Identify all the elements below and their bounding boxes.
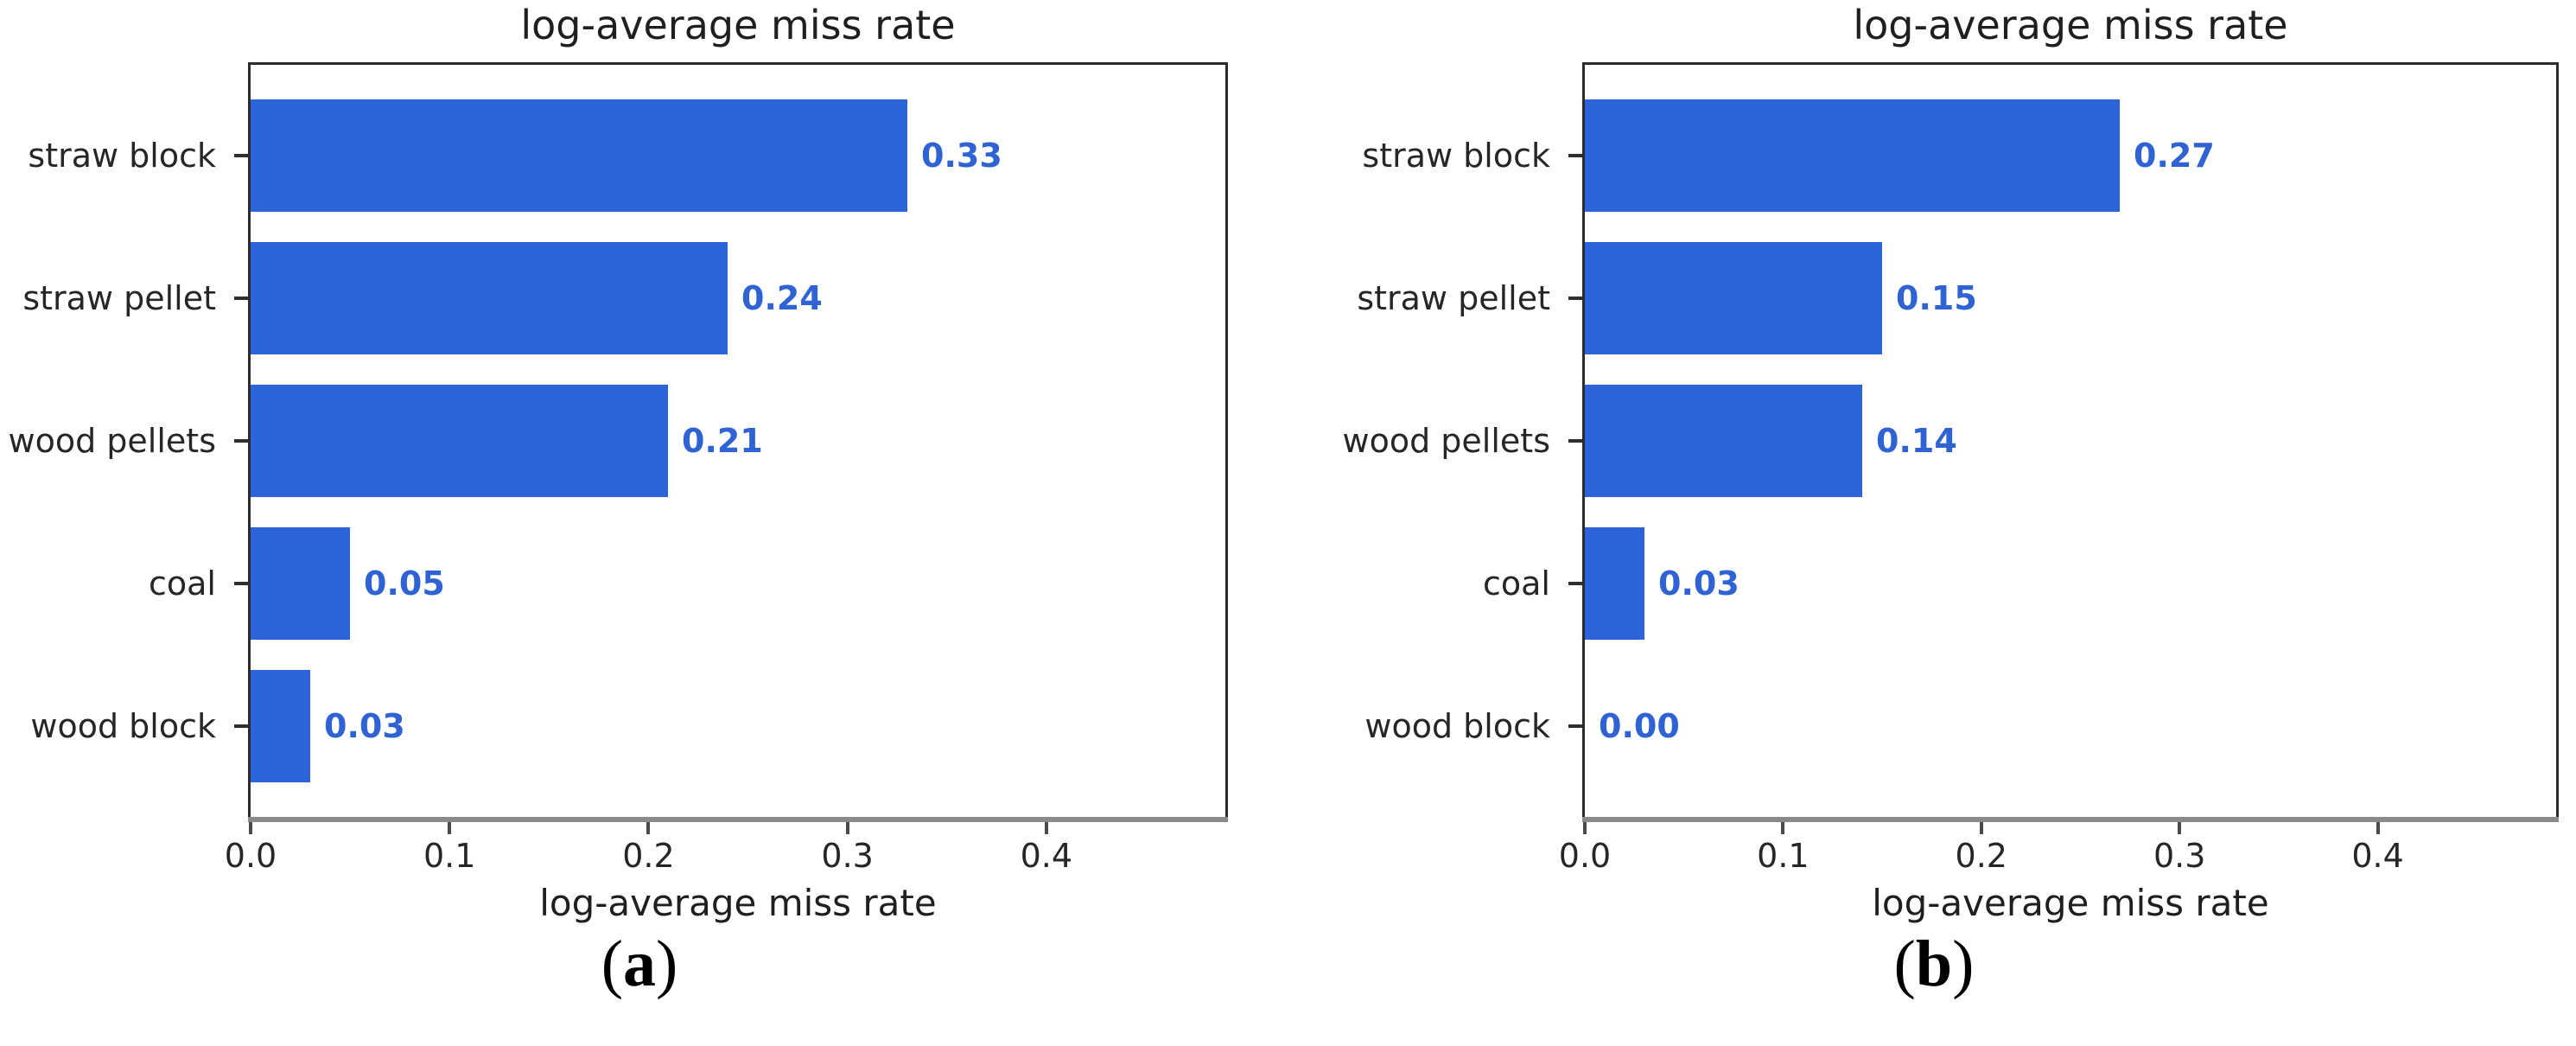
y-tick-straw-pellet (1568, 297, 1582, 300)
category-label-straw-pellet: straw pellet (22, 279, 216, 317)
bar-coal (1585, 527, 1644, 640)
x-tick-0.3 (845, 822, 849, 834)
value-label-straw-pellet: 0.15 (1896, 279, 1977, 317)
x-tick-label-0.0: 0.0 (224, 837, 277, 875)
y-tick-wood-pellets (234, 439, 248, 443)
x-tick-label-0.2: 0.2 (1955, 837, 2007, 875)
bar-wood-pellets (1585, 385, 1862, 497)
y-tick-coal (1568, 582, 1582, 585)
chart-title-a: log-average miss rate (520, 2, 956, 48)
subfigure-caption-a: (a) (601, 928, 678, 1000)
bar-straw-pellet (251, 242, 728, 354)
x-tick-0.1 (1781, 822, 1785, 834)
value-label-straw-block: 0.33 (921, 137, 1002, 175)
x-tick-0.4 (2376, 822, 2380, 834)
x-axis-label-a: log-average miss rate (539, 882, 937, 924)
x-tick-label-0.0: 0.0 (1558, 837, 1612, 875)
x-tick-0.2 (646, 822, 651, 834)
x-tick-0.4 (1044, 822, 1048, 834)
y-tick-wood-block (234, 724, 248, 728)
value-label-wood-pellets: 0.21 (682, 422, 763, 460)
chart-title-b: log-average miss rate (1853, 2, 2288, 48)
x-axis-label-b: log-average miss rate (1872, 882, 2269, 924)
value-label-wood-block: 0.00 (1599, 707, 1680, 745)
x-tick-label-0.4: 0.4 (2351, 837, 2404, 875)
category-label-wood-pellets: wood pellets (1342, 422, 1550, 460)
x-tick-label-0.3: 0.3 (821, 837, 874, 875)
y-tick-wood-block (1568, 724, 1582, 728)
x-tick-0.2 (1979, 822, 1983, 834)
x-tick-0.3 (2178, 822, 2182, 834)
category-label-coal: coal (149, 564, 216, 603)
subfigure-caption-b: (b) (1893, 928, 1975, 1000)
category-label-wood-pellets: wood pellets (8, 422, 216, 460)
category-label-wood-block: wood block (1364, 707, 1550, 745)
value-label-straw-block: 0.27 (2134, 137, 2215, 175)
category-label-wood-block: wood block (30, 707, 216, 745)
value-label-coal: 0.03 (1658, 564, 1740, 603)
x-axis-line (248, 817, 1228, 822)
y-tick-wood-pellets (1568, 439, 1582, 443)
category-label-straw-block: straw block (28, 137, 216, 175)
x-tick-label-0.4: 0.4 (1020, 837, 1073, 875)
category-label-straw-block: straw block (1362, 137, 1550, 175)
category-label-straw-pellet: straw pellet (1357, 279, 1550, 317)
bar-straw-pellet (1585, 242, 1882, 354)
bar-straw-block (1585, 99, 2120, 212)
x-tick-label-0.3: 0.3 (2153, 837, 2206, 875)
x-tick-label-0.1: 0.1 (1757, 837, 1810, 875)
x-axis-line (1582, 817, 2559, 822)
bar-coal (251, 527, 350, 640)
bar-straw-block (251, 99, 907, 212)
category-label-coal: coal (1483, 564, 1550, 603)
y-tick-straw-block (234, 154, 248, 157)
x-tick-0.0 (249, 822, 252, 834)
bar-wood-pellets (251, 385, 668, 497)
value-label-wood-block: 0.03 (324, 707, 405, 745)
x-tick-label-0.1: 0.1 (423, 837, 476, 875)
x-tick-0.0 (1583, 822, 1587, 834)
value-label-coal: 0.05 (364, 564, 445, 603)
bar-wood-block (251, 670, 310, 782)
x-tick-0.1 (448, 822, 452, 834)
value-label-wood-pellets: 0.14 (1876, 422, 1957, 460)
y-tick-straw-block (1568, 154, 1582, 157)
value-label-straw-pellet: 0.24 (741, 279, 823, 317)
y-tick-coal (234, 582, 248, 585)
x-tick-label-0.2: 0.2 (622, 837, 675, 875)
y-tick-straw-pellet (234, 297, 248, 300)
